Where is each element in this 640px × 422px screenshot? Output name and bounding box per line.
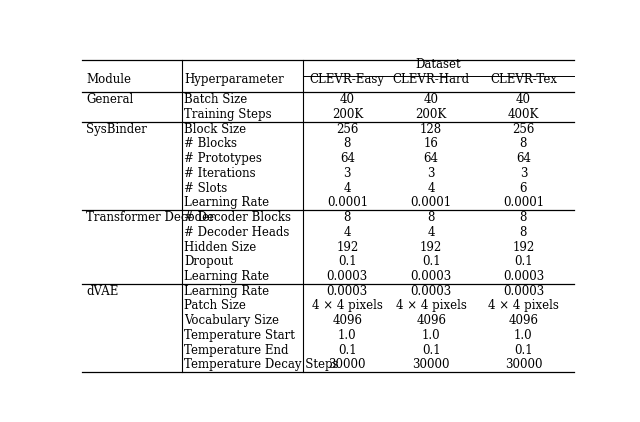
Text: 3: 3 bbox=[520, 167, 527, 180]
Text: Batch Size: Batch Size bbox=[184, 93, 248, 106]
Text: Learning Rate: Learning Rate bbox=[184, 270, 269, 283]
Text: 0.1: 0.1 bbox=[338, 255, 356, 268]
Text: 0.1: 0.1 bbox=[514, 344, 532, 357]
Text: 8: 8 bbox=[344, 211, 351, 224]
Text: Hyperparameter: Hyperparameter bbox=[184, 73, 284, 87]
Text: 0.1: 0.1 bbox=[338, 344, 356, 357]
Text: Training Steps: Training Steps bbox=[184, 108, 272, 121]
Text: 200K: 200K bbox=[332, 108, 363, 121]
Text: 4: 4 bbox=[428, 181, 435, 195]
Text: 0.0003: 0.0003 bbox=[503, 285, 544, 298]
Text: 4096: 4096 bbox=[332, 314, 362, 327]
Text: 0.0003: 0.0003 bbox=[410, 270, 452, 283]
Text: 0.1: 0.1 bbox=[514, 255, 532, 268]
Text: Module: Module bbox=[86, 73, 131, 87]
Text: Temperature End: Temperature End bbox=[184, 344, 289, 357]
Text: 4096: 4096 bbox=[416, 314, 446, 327]
Text: 0.0001: 0.0001 bbox=[503, 196, 544, 209]
Text: 30000: 30000 bbox=[328, 358, 366, 371]
Text: 8: 8 bbox=[520, 226, 527, 239]
Text: 4: 4 bbox=[344, 181, 351, 195]
Text: # Decoder Blocks: # Decoder Blocks bbox=[184, 211, 291, 224]
Text: 30000: 30000 bbox=[505, 358, 542, 371]
Text: General: General bbox=[86, 93, 133, 106]
Text: Patch Size: Patch Size bbox=[184, 300, 246, 313]
Text: 0.0003: 0.0003 bbox=[503, 270, 544, 283]
Text: 0.0003: 0.0003 bbox=[326, 270, 368, 283]
Text: 6: 6 bbox=[520, 181, 527, 195]
Text: 1.0: 1.0 bbox=[422, 329, 440, 342]
Text: 8: 8 bbox=[520, 137, 527, 150]
Text: CLEVR-Hard: CLEVR-Hard bbox=[392, 73, 470, 87]
Text: 4 × 4 pixels: 4 × 4 pixels bbox=[396, 300, 467, 313]
Text: 3: 3 bbox=[344, 167, 351, 180]
Text: 256: 256 bbox=[512, 122, 534, 135]
Text: 40: 40 bbox=[424, 93, 438, 106]
Text: 64: 64 bbox=[340, 152, 355, 165]
Text: 16: 16 bbox=[424, 137, 438, 150]
Text: 200K: 200K bbox=[415, 108, 447, 121]
Text: Temperature Start: Temperature Start bbox=[184, 329, 295, 342]
Text: 64: 64 bbox=[516, 152, 531, 165]
Text: dVAE: dVAE bbox=[86, 285, 118, 298]
Text: 1.0: 1.0 bbox=[338, 329, 356, 342]
Text: 128: 128 bbox=[420, 122, 442, 135]
Text: CLEVR-Tex: CLEVR-Tex bbox=[490, 73, 557, 87]
Text: Learning Rate: Learning Rate bbox=[184, 196, 269, 209]
Text: Dropout: Dropout bbox=[184, 255, 233, 268]
Text: Learning Rate: Learning Rate bbox=[184, 285, 269, 298]
Text: 4 × 4 pixels: 4 × 4 pixels bbox=[312, 300, 383, 313]
Text: 3: 3 bbox=[428, 167, 435, 180]
Text: 4: 4 bbox=[344, 226, 351, 239]
Text: 0.0001: 0.0001 bbox=[411, 196, 452, 209]
Text: 40: 40 bbox=[340, 93, 355, 106]
Text: # Prototypes: # Prototypes bbox=[184, 152, 262, 165]
Text: 192: 192 bbox=[336, 241, 358, 254]
Text: Vocabulary Size: Vocabulary Size bbox=[184, 314, 279, 327]
Text: 30000: 30000 bbox=[412, 358, 450, 371]
Text: 64: 64 bbox=[424, 152, 438, 165]
Text: # Slots: # Slots bbox=[184, 181, 227, 195]
Text: 8: 8 bbox=[344, 137, 351, 150]
Text: 8: 8 bbox=[520, 211, 527, 224]
Text: 400K: 400K bbox=[508, 108, 539, 121]
Text: 0.1: 0.1 bbox=[422, 344, 440, 357]
Text: Temperature Decay Steps: Temperature Decay Steps bbox=[184, 358, 339, 371]
Text: 4096: 4096 bbox=[508, 314, 538, 327]
Text: Dataset: Dataset bbox=[415, 58, 461, 71]
Text: 192: 192 bbox=[512, 241, 534, 254]
Text: # Iterations: # Iterations bbox=[184, 167, 256, 180]
Text: # Decoder Heads: # Decoder Heads bbox=[184, 226, 289, 239]
Text: 1.0: 1.0 bbox=[514, 329, 532, 342]
Text: SysBinder: SysBinder bbox=[86, 122, 147, 135]
Text: 192: 192 bbox=[420, 241, 442, 254]
Text: Transformer Decoder: Transformer Decoder bbox=[86, 211, 214, 224]
Text: 40: 40 bbox=[516, 93, 531, 106]
Text: 8: 8 bbox=[428, 211, 435, 224]
Text: # Blocks: # Blocks bbox=[184, 137, 237, 150]
Text: 0.0001: 0.0001 bbox=[327, 196, 368, 209]
Text: 4: 4 bbox=[428, 226, 435, 239]
Text: CLEVR-Easy: CLEVR-Easy bbox=[310, 73, 385, 87]
Text: 0.0003: 0.0003 bbox=[410, 285, 452, 298]
Text: 0.0003: 0.0003 bbox=[326, 285, 368, 298]
Text: Hidden Size: Hidden Size bbox=[184, 241, 257, 254]
Text: 256: 256 bbox=[336, 122, 358, 135]
Text: 0.1: 0.1 bbox=[422, 255, 440, 268]
Text: 4 × 4 pixels: 4 × 4 pixels bbox=[488, 300, 559, 313]
Text: Block Size: Block Size bbox=[184, 122, 246, 135]
